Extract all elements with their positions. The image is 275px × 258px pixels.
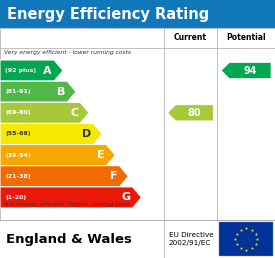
Text: (1-20): (1-20) xyxy=(5,195,26,200)
Bar xyxy=(0,0,275,28)
Polygon shape xyxy=(221,62,271,79)
Text: (21-38): (21-38) xyxy=(5,174,31,179)
Polygon shape xyxy=(0,187,142,208)
Text: Energy Efficiency Rating: Energy Efficiency Rating xyxy=(7,6,209,21)
Text: Very energy efficient - lower running costs: Very energy efficient - lower running co… xyxy=(4,50,131,55)
Text: 80: 80 xyxy=(188,108,201,118)
Bar xyxy=(219,222,273,256)
Text: B: B xyxy=(57,87,65,97)
Text: (55-68): (55-68) xyxy=(5,132,31,136)
Text: EU Directive
2002/91/EC: EU Directive 2002/91/EC xyxy=(169,232,213,246)
Polygon shape xyxy=(0,102,89,123)
Text: (39-54): (39-54) xyxy=(5,153,31,158)
Polygon shape xyxy=(0,144,115,166)
Text: F: F xyxy=(110,171,117,181)
Bar xyxy=(0,28,275,220)
Text: E: E xyxy=(97,150,104,160)
Text: G: G xyxy=(121,192,131,203)
Text: England & Wales: England & Wales xyxy=(6,232,132,246)
Text: A: A xyxy=(43,66,52,76)
Text: 94: 94 xyxy=(243,66,257,76)
Text: C: C xyxy=(70,108,78,118)
Text: Potential: Potential xyxy=(226,34,266,43)
Text: Not energy efficient - higher running costs: Not energy efficient - higher running co… xyxy=(4,202,131,207)
Polygon shape xyxy=(0,81,76,102)
Text: D: D xyxy=(82,129,91,139)
Text: (92 plus): (92 plus) xyxy=(5,68,36,73)
Polygon shape xyxy=(168,105,213,121)
Polygon shape xyxy=(0,60,63,81)
Text: (69-80): (69-80) xyxy=(5,110,31,115)
Polygon shape xyxy=(0,166,128,187)
Text: Current: Current xyxy=(174,34,207,43)
Text: (81-91): (81-91) xyxy=(5,89,31,94)
Polygon shape xyxy=(0,123,102,144)
